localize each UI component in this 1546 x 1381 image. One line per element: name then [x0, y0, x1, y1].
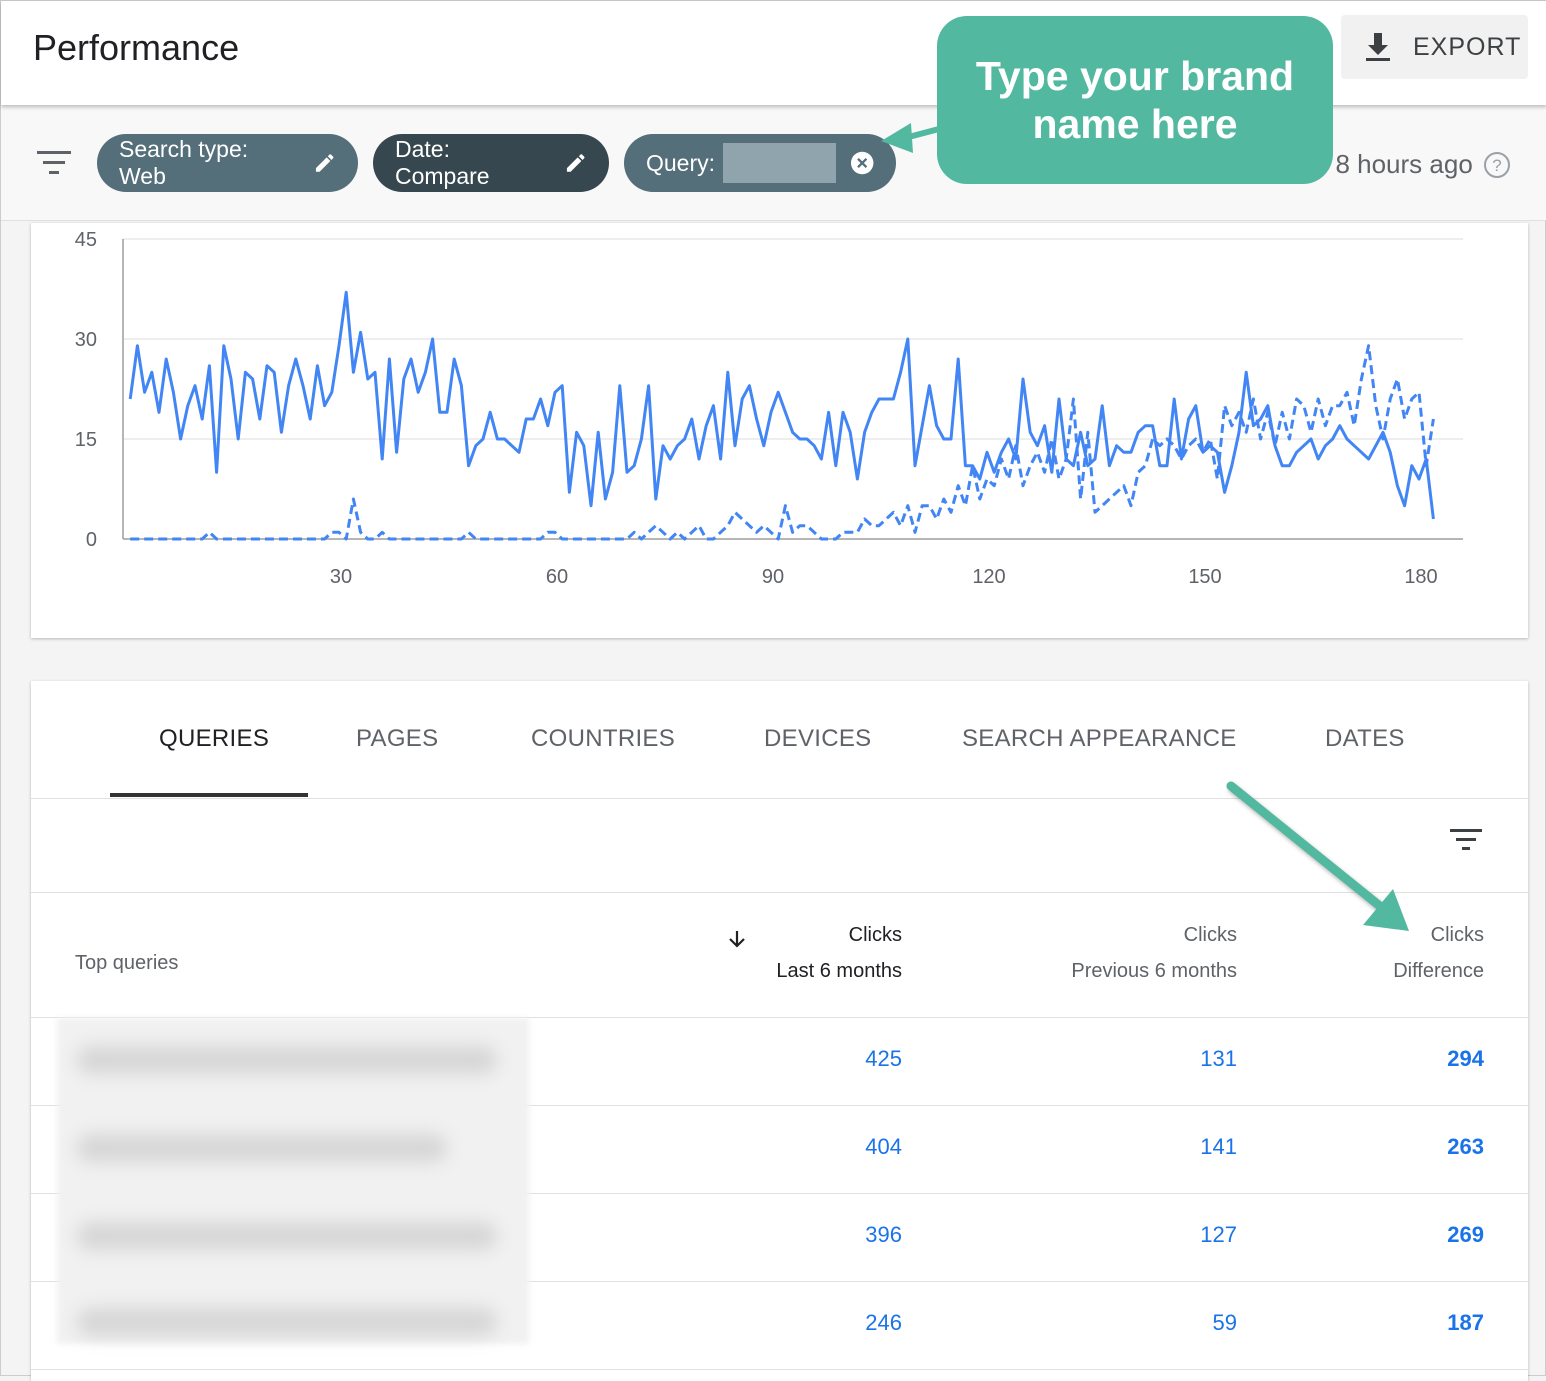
last-updated: . 8 hours ago ?	[1321, 149, 1511, 180]
col-sublabel: Difference	[1393, 960, 1484, 982]
annotation-callout: Type your brand name here	[937, 16, 1333, 184]
clicks-last-cell: 404	[865, 1134, 902, 1159]
redacted-queries	[57, 1018, 529, 1344]
page-title: Performance	[33, 27, 240, 68]
clicks-previous-cell: 59	[1212, 1310, 1237, 1335]
clicks-last-cell: 246	[865, 1310, 902, 1335]
col-label: Clicks	[1430, 924, 1484, 946]
chip-label: Query:	[646, 149, 716, 176]
search-type-chip[interactable]: Search type: Web	[97, 134, 358, 192]
x-tick-label: 90	[762, 566, 784, 588]
clicks-last-cell: 396	[865, 1222, 902, 1247]
table-toolbar	[31, 799, 1528, 893]
x-tick-label: 60	[546, 566, 568, 588]
col-clicks-difference[interactable]: Clicks Difference	[1393, 917, 1484, 989]
chip-label: Date: Compare	[395, 136, 490, 189]
clicks-difference-cell: 269	[1447, 1222, 1484, 1247]
sort-down-icon[interactable]	[727, 929, 747, 949]
clicks-previous-cell: 127	[1200, 1222, 1237, 1247]
x-tick-label: 30	[330, 566, 352, 588]
x-tick-label: 150	[1188, 566, 1221, 588]
table-row[interactable]: 404 141 263	[31, 1106, 1528, 1194]
chart-card: 0 15 30 45 30 60 90 120 150 180	[31, 223, 1528, 638]
close-icon[interactable]	[850, 150, 874, 176]
performance-chart: 0 15 30 45 30 60 90 120 150 180	[75, 229, 1463, 588]
tab-pages[interactable]: PAGES	[356, 725, 439, 752]
col-clicks-previous[interactable]: Clicks Previous 6 months	[1071, 917, 1237, 989]
x-tick-label: 180	[1404, 566, 1437, 588]
help-icon[interactable]: ?	[1483, 151, 1511, 179]
table-row[interactable]: 246 59 187	[31, 1282, 1528, 1370]
col-sublabel: Previous 6 months	[1071, 960, 1237, 982]
tab-queries[interactable]: QUERIES	[159, 725, 270, 752]
tab-search-appearance[interactable]: SEARCH APPEARANCE	[962, 725, 1237, 752]
col-top-queries: Top queries	[75, 952, 179, 974]
col-label: Clicks	[1183, 924, 1237, 946]
chip-label: Search type: Web	[119, 136, 249, 189]
date-chip[interactable]: Date: Compare	[373, 134, 609, 192]
y-tick-label: 15	[75, 429, 97, 451]
clicks-previous-cell: 131	[1200, 1046, 1237, 1071]
col-clicks-last[interactable]: Clicks Last 6 months	[776, 917, 902, 989]
tab-countries[interactable]: COUNTRIES	[531, 725, 676, 752]
query-chip[interactable]: Query:	[624, 134, 896, 192]
edit-icon[interactable]	[564, 151, 587, 175]
export-label: EXPORT	[1413, 32, 1522, 61]
clicks-previous-cell: 141	[1200, 1134, 1237, 1159]
y-tick-label: 45	[75, 229, 97, 251]
x-tick-label: 120	[972, 566, 1005, 588]
clicks-last-cell: 425	[865, 1046, 902, 1071]
table-row[interactable]: 396 127 269	[31, 1194, 1528, 1282]
clicks-difference-cell: 187	[1447, 1310, 1484, 1335]
active-tab-indicator	[110, 793, 308, 797]
clicks-difference-cell: 263	[1447, 1134, 1484, 1159]
y-tick-label: 0	[86, 529, 97, 551]
last-updated-text: . 8 hours ago	[1321, 149, 1473, 179]
export-button[interactable]: EXPORT	[1341, 15, 1528, 79]
svg-text:?: ?	[1492, 156, 1501, 175]
series-previous-line	[130, 344, 1435, 541]
filter-rows-icon[interactable]	[1450, 829, 1482, 851]
clicks-difference-cell: 294	[1447, 1046, 1484, 1071]
tab-dates[interactable]: DATES	[1325, 725, 1405, 752]
edit-icon[interactable]	[313, 151, 336, 175]
table-header: Top queries Clicks Last 6 months Clicks Pr…	[31, 893, 1528, 1018]
filter-icon[interactable]	[37, 151, 71, 175]
tab-devices[interactable]: DEVICES	[764, 725, 872, 752]
table-card: QUERIES PAGES COUNTRIES DEVICES SEARCH A…	[31, 681, 1528, 1381]
y-tick-label: 30	[75, 329, 97, 351]
series-current-line	[128, 290, 1435, 520]
col-sublabel: Last 6 months	[776, 960, 902, 982]
download-icon	[1366, 33, 1390, 61]
col-label: Clicks	[848, 924, 902, 946]
redacted-query	[723, 143, 836, 183]
table-row[interactable]: 425 131 294	[31, 1018, 1528, 1106]
dimension-tabs: QUERIES PAGES COUNTRIES DEVICES SEARCH A…	[31, 681, 1528, 799]
